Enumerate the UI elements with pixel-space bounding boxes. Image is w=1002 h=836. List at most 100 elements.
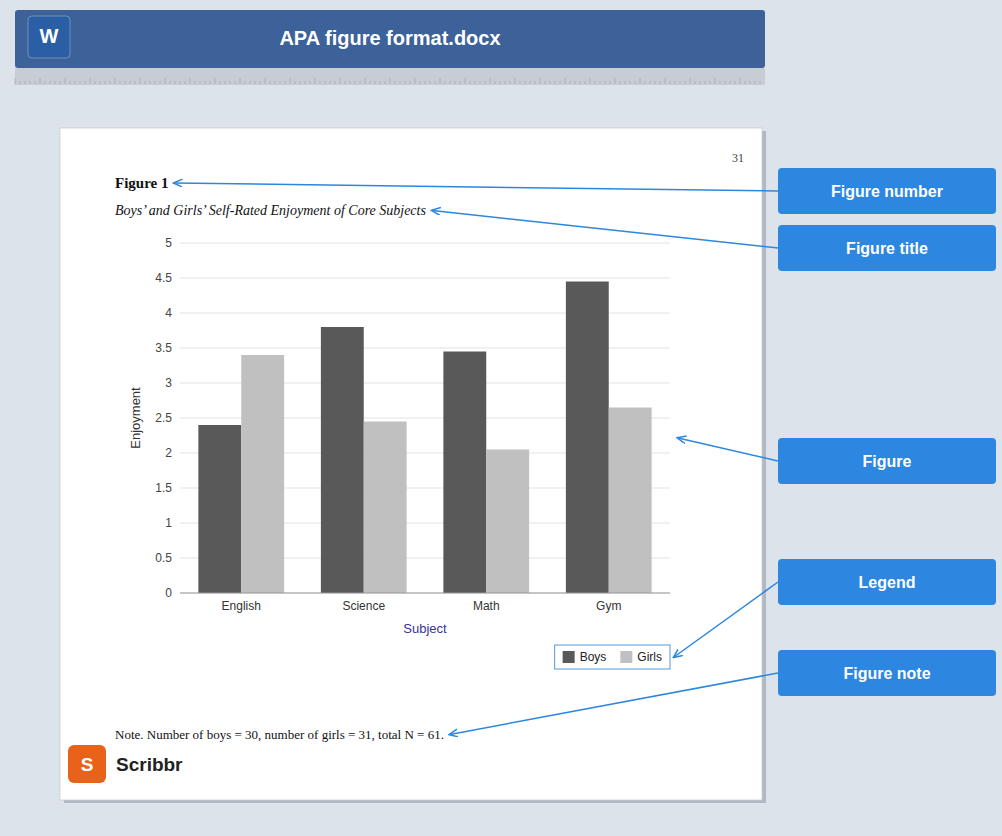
annotation-arrow <box>174 183 778 191</box>
figure-title: Boys’ and Girls’ Self-Rated Enjoyment of… <box>115 203 426 218</box>
y-tick-label: 5 <box>165 236 172 250</box>
ruler-tick <box>620 81 621 84</box>
x-tick-label: Math <box>473 599 500 613</box>
grid-line <box>180 278 670 279</box>
ruler-tick <box>570 81 571 84</box>
ruler-tick <box>745 81 746 84</box>
ruler-tick <box>185 81 186 84</box>
bar <box>321 327 364 593</box>
page-number: 31 <box>732 151 744 165</box>
ruler-tick <box>135 81 136 84</box>
annotation-arrow <box>674 582 778 657</box>
ruler-tick <box>690 78 691 84</box>
ruler-tick <box>345 81 346 84</box>
x-axis-line <box>180 593 670 594</box>
annotation-arrow <box>432 211 778 249</box>
ruler-tick <box>250 81 251 84</box>
ruler-tick <box>110 81 111 84</box>
bars <box>198 282 651 594</box>
ruler-tick <box>15 78 16 84</box>
y-tick-label: 2.5 <box>155 411 172 425</box>
annotation-label: Figure title <box>846 240 928 257</box>
ruler-tick <box>120 81 121 84</box>
ruler <box>15 68 765 85</box>
ruler-tick <box>310 81 311 84</box>
y-tick-label: 0 <box>165 586 172 600</box>
ruler-tick <box>695 81 696 84</box>
ruler-tick <box>400 81 401 84</box>
ruler-tick <box>720 81 721 84</box>
ruler-tick <box>630 81 631 84</box>
ruler-tick <box>395 81 396 84</box>
ruler-tick <box>480 81 481 84</box>
ruler-tick <box>365 78 366 84</box>
ruler-tick <box>510 81 511 84</box>
ruler-tick <box>420 81 421 84</box>
ruler-tick <box>660 81 661 84</box>
page <box>60 128 762 800</box>
ruler-tick <box>515 78 516 84</box>
ruler-tick <box>715 78 716 84</box>
y-tick-label: 1.5 <box>155 481 172 495</box>
ruler-tick <box>30 81 31 84</box>
ruler-tick <box>85 81 86 84</box>
legend-swatch <box>563 651 575 663</box>
ruler-tick <box>35 81 36 84</box>
ruler-tick <box>585 81 586 84</box>
ruler-tick <box>435 81 436 84</box>
ruler-tick <box>330 81 331 84</box>
ruler-tick <box>50 81 51 84</box>
ruler-tick <box>340 78 341 84</box>
ruler-tick <box>440 78 441 84</box>
ruler-tick <box>70 81 71 84</box>
ruler-tick <box>530 81 531 84</box>
grid-line <box>180 593 670 594</box>
ruler-tick <box>565 78 566 84</box>
annotation-box <box>778 559 996 605</box>
logo-badge <box>68 745 106 783</box>
ruler-tick <box>375 81 376 84</box>
ruler-tick <box>520 81 521 84</box>
annotation-label: Legend <box>859 574 916 591</box>
ruler-tick <box>415 78 416 84</box>
ruler-tick <box>145 81 146 84</box>
ruler-tick <box>465 78 466 84</box>
bar <box>443 352 486 594</box>
ruler-tick <box>350 81 351 84</box>
ruler-tick <box>730 81 731 84</box>
ruler-tick <box>705 81 706 84</box>
bar <box>241 355 284 593</box>
y-tick-label: 4 <box>165 306 172 320</box>
y-axis: 00.511.522.533.544.55 <box>155 236 670 600</box>
ruler-tick <box>495 81 496 84</box>
ruler-tick <box>560 81 561 84</box>
ruler-tick <box>40 78 41 84</box>
ruler-tick <box>605 81 606 84</box>
ruler-tick <box>130 81 131 84</box>
ruler-tick <box>155 81 156 84</box>
ruler-tick <box>20 81 21 84</box>
ruler-tick <box>260 81 261 84</box>
ruler-tick <box>425 81 426 84</box>
ruler-tick <box>265 78 266 84</box>
y-tick-label: 4.5 <box>155 271 172 285</box>
bar <box>198 425 241 593</box>
ruler-tick <box>335 81 336 84</box>
ruler-tick <box>55 81 56 84</box>
ruler-tick <box>60 81 61 84</box>
ruler-tick <box>410 81 411 84</box>
ruler-tick <box>610 81 611 84</box>
ruler-tick <box>215 78 216 84</box>
ruler-tick <box>470 81 471 84</box>
grid-line <box>180 243 670 244</box>
ruler-tick <box>485 81 486 84</box>
legend-entry: Boys <box>580 650 607 664</box>
background <box>0 0 1002 836</box>
ruler-tick <box>90 78 91 84</box>
bar <box>609 408 652 594</box>
ruler-tick <box>740 78 741 84</box>
ruler-tick <box>675 81 676 84</box>
ruler-tick <box>230 81 231 84</box>
ruler-tick <box>300 81 301 84</box>
ruler-tick <box>240 78 241 84</box>
